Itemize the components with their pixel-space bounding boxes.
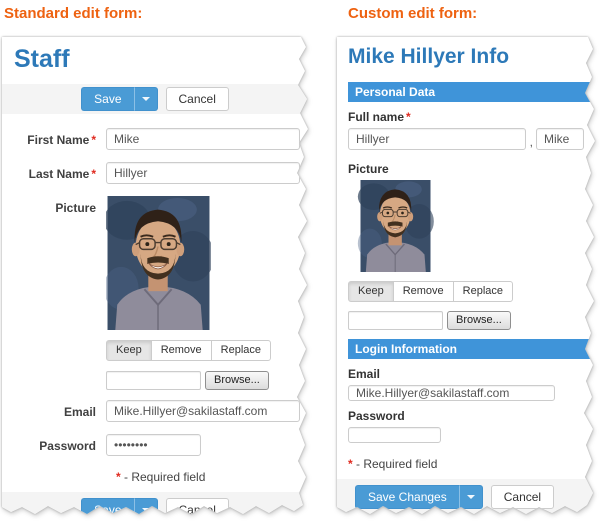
cancel-button[interactable]: Cancel [490, 485, 555, 509]
last-name-label: Last Name * [28, 167, 96, 181]
save-split-button: Save [81, 498, 158, 514]
picture-actions-row: Keep Remove Replace [348, 281, 584, 302]
first-name-row: First Name * [10, 128, 300, 150]
chevron-down-icon [141, 97, 150, 101]
file-upload-row: Browse... [10, 371, 300, 390]
file-upload-row: Browse... [348, 311, 584, 330]
file-path-input[interactable] [106, 371, 201, 390]
picture-action-group: Keep Remove Replace [348, 281, 514, 302]
email-row: Email [10, 400, 300, 422]
required-mark: * [91, 133, 96, 147]
standard-form-title: Staff [14, 45, 70, 73]
picture-label: Picture [348, 162, 389, 176]
browse-button[interactable]: Browse... [205, 371, 269, 390]
required-mark: * [91, 167, 96, 181]
save-changes-button[interactable]: Save Changes [355, 485, 459, 509]
last-name-row: Last Name * [10, 162, 300, 184]
standard-bottom-toolbar: Save Cancel [2, 492, 308, 514]
login-information-section-header: Login Information [348, 339, 595, 359]
first-name-input[interactable] [106, 128, 300, 150]
last-name-input[interactable] [348, 128, 526, 150]
full-name-label: Full name * [348, 110, 411, 124]
full-name-row: , [348, 128, 584, 150]
required-field-note: * - Required field [348, 457, 438, 471]
required-mark: * [406, 110, 411, 124]
custom-form-title: Mike Hillyer Info [348, 45, 510, 68]
save-dropdown-button[interactable] [133, 498, 158, 514]
password-label: Password [348, 409, 405, 423]
picture-label: Picture [55, 201, 96, 215]
browse-button[interactable]: Browse... [447, 311, 511, 330]
file-path-input[interactable] [348, 311, 443, 330]
save-changes-split-button: Save Changes [355, 485, 483, 509]
name-separator: , [529, 135, 533, 149]
save-dropdown-button[interactable] [133, 87, 158, 111]
save-button[interactable]: Save [81, 87, 134, 111]
staff-photo [106, 196, 211, 330]
remove-button[interactable]: Remove [392, 281, 454, 302]
password-row: Password [10, 434, 300, 456]
save-split-button: Save [81, 87, 158, 111]
email-input[interactable] [348, 385, 555, 401]
replace-button[interactable]: Replace [210, 340, 272, 361]
keep-button[interactable]: Keep [348, 281, 394, 302]
first-name-label: First Name * [27, 133, 96, 147]
standard-form-heading: Standard edit form: [4, 5, 143, 22]
replace-button[interactable]: Replace [452, 281, 514, 302]
chevron-down-icon [141, 508, 150, 512]
custom-form-panel: Mike Hillyer Info Personal Data Full nam… [337, 37, 595, 515]
personal-data-section-header: Personal Data [348, 82, 595, 102]
save-changes-dropdown-button[interactable] [458, 485, 483, 509]
standard-top-toolbar: Save Cancel [2, 84, 308, 114]
chevron-down-icon [466, 495, 475, 499]
keep-button[interactable]: Keep [106, 340, 152, 361]
email-input[interactable] [106, 400, 300, 422]
custom-bottom-toolbar: Save Changes Cancel [337, 479, 595, 514]
cancel-button[interactable]: Cancel [165, 87, 229, 111]
password-label: Password [39, 439, 96, 453]
last-name-input[interactable] [106, 162, 300, 184]
picture-row: Picture [10, 196, 300, 330]
email-label: Email [348, 367, 381, 381]
picture-actions-row: Keep Remove Replace [10, 340, 300, 361]
required-field-note: * - Required field [116, 470, 206, 484]
password-input[interactable] [106, 434, 201, 456]
picture-action-group: Keep Remove Replace [106, 340, 272, 361]
email-label: Email [63, 405, 96, 419]
standard-form-panel: Staff Save Cancel First Name* Last Name*… [2, 37, 308, 515]
save-button[interactable]: Save [81, 498, 134, 514]
cancel-button[interactable]: Cancel [165, 498, 229, 514]
first-name-input[interactable] [536, 128, 584, 150]
custom-form-heading: Custom edit form: [348, 5, 478, 22]
password-input[interactable] [348, 427, 441, 443]
remove-button[interactable]: Remove [150, 340, 212, 361]
staff-photo [357, 180, 435, 272]
